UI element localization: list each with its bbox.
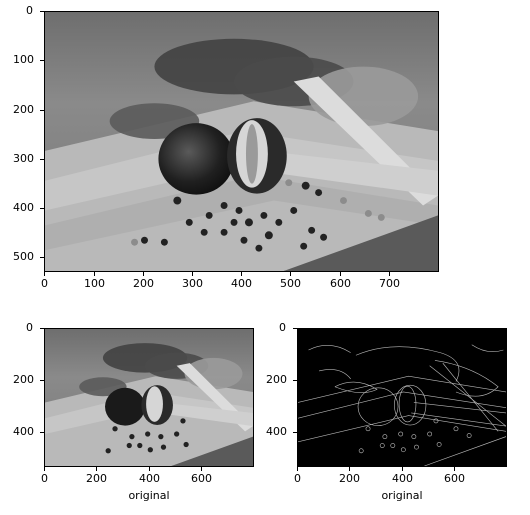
top-xtick-700: 700 bbox=[379, 277, 400, 290]
bl-xtick-400: 400 bbox=[139, 472, 160, 485]
bl-ytick-0: 0 bbox=[26, 321, 33, 334]
br-xlabel: original bbox=[381, 489, 423, 502]
top-ytick-400: 400 bbox=[13, 201, 34, 214]
br-xtick-600: 600 bbox=[444, 472, 465, 485]
grayscale-photo bbox=[45, 12, 438, 271]
top-xtick-500: 500 bbox=[280, 277, 301, 290]
top-xtick-600: 600 bbox=[330, 277, 351, 290]
br-ytick-200: 200 bbox=[266, 373, 287, 386]
top-xtick-400: 400 bbox=[231, 277, 252, 290]
bl-ytick-200: 200 bbox=[13, 373, 34, 386]
grayscale-photo-small bbox=[45, 329, 253, 466]
br-xtick-200: 200 bbox=[339, 472, 360, 485]
bottom-right-image-axes bbox=[297, 328, 507, 467]
bl-ytick-400: 400 bbox=[13, 425, 34, 438]
top-xtick-200: 200 bbox=[133, 277, 154, 290]
top-ytick-200: 200 bbox=[13, 103, 34, 116]
top-ytick-0: 0 bbox=[26, 4, 33, 17]
br-ytick-0: 0 bbox=[279, 321, 286, 334]
top-image-axes bbox=[44, 11, 439, 272]
top-xtick-0: 0 bbox=[41, 277, 48, 290]
top-ytick-500: 500 bbox=[13, 250, 34, 263]
br-xtick-400: 400 bbox=[392, 472, 413, 485]
bl-xtick-200: 200 bbox=[86, 472, 107, 485]
top-xtick-100: 100 bbox=[84, 277, 105, 290]
bl-xlabel: original bbox=[128, 489, 170, 502]
bottom-left-image-axes bbox=[44, 328, 254, 467]
bl-xtick-600: 600 bbox=[191, 472, 212, 485]
top-xtick-300: 300 bbox=[182, 277, 203, 290]
edge-map bbox=[298, 329, 506, 466]
bl-xtick-0: 0 bbox=[41, 472, 48, 485]
top-ytick-300: 300 bbox=[13, 152, 34, 165]
br-xtick-0: 0 bbox=[294, 472, 301, 485]
top-ytick-100: 100 bbox=[13, 53, 34, 66]
br-ytick-400: 400 bbox=[266, 425, 287, 438]
